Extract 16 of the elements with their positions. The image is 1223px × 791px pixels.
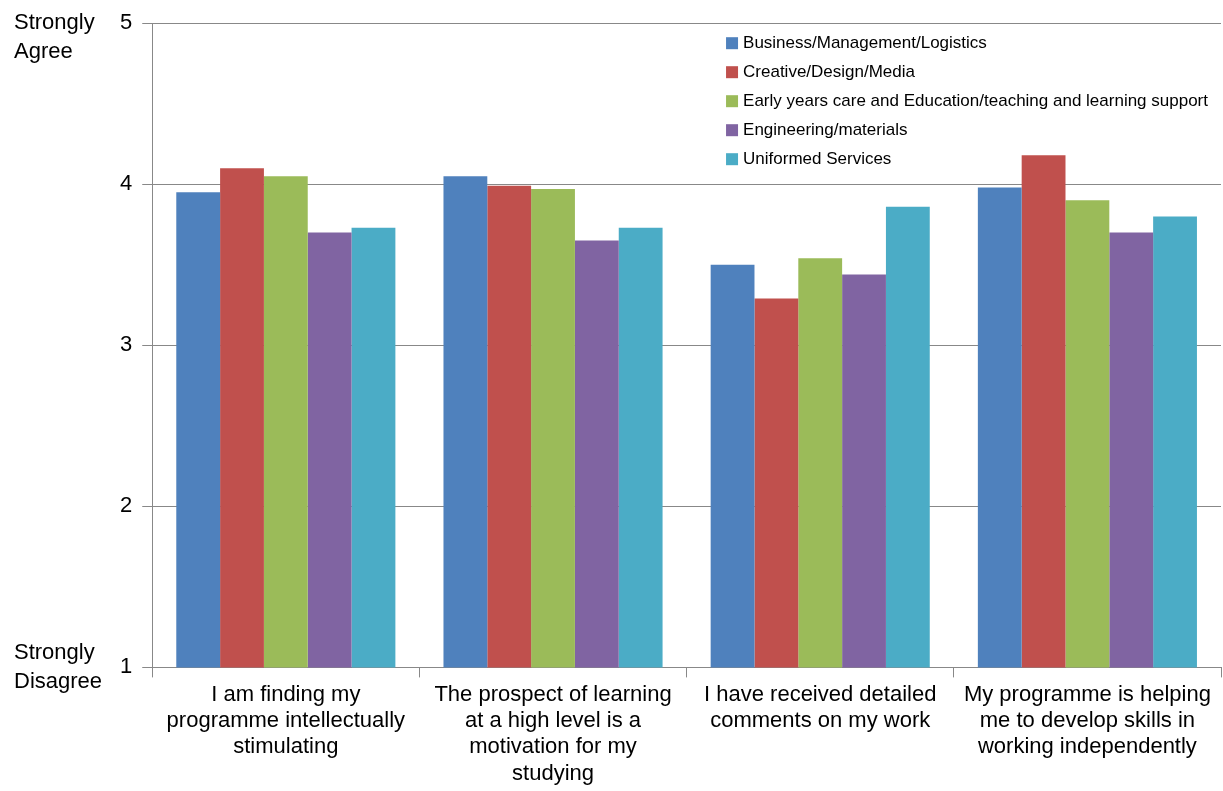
y-tick-label: 2 — [119, 492, 133, 518]
legend-label: Uniformed Services — [743, 148, 892, 168]
y-tick-label: 1 — [119, 653, 133, 679]
legend-label: Business/Management/Logistics — [743, 32, 987, 52]
legend-label: Creative/Design/Media — [743, 61, 916, 81]
legend-label: Engineering/materials — [743, 119, 908, 139]
text: Strongly Agree — [14, 8, 95, 63]
x-tick-label: I am finding my programme intellectually stimulating — [166, 680, 406, 759]
x-tick-label: I have received detailed comments on my work — [704, 680, 937, 733]
y-tick-label: 4 — [119, 170, 133, 196]
x-tick-label: My programme is helping me to develop skills in working independently — [963, 680, 1211, 759]
y-tick-label: 3 — [119, 331, 133, 357]
legend-label: Early years care and Education/teaching and learning support — [743, 90, 1209, 110]
x-tick-label: The prospect of learning at a high level is a motivation for my studying — [434, 680, 672, 785]
text: Strongly Disagree — [14, 638, 103, 693]
y-tick-label: 5 — [119, 9, 133, 35]
